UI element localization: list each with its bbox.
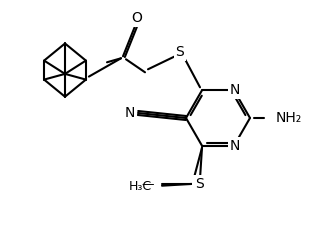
Text: N: N — [230, 83, 240, 97]
Text: S: S — [194, 177, 202, 191]
Text: H₃C: H₃C — [129, 180, 152, 193]
Text: N: N — [125, 106, 135, 120]
Text: O: O — [131, 11, 143, 25]
Text: —: — — [142, 178, 154, 191]
Text: NH₂: NH₂ — [276, 111, 302, 125]
Text: S: S — [176, 45, 184, 59]
Text: N: N — [230, 139, 240, 153]
Text: S: S — [196, 177, 204, 191]
